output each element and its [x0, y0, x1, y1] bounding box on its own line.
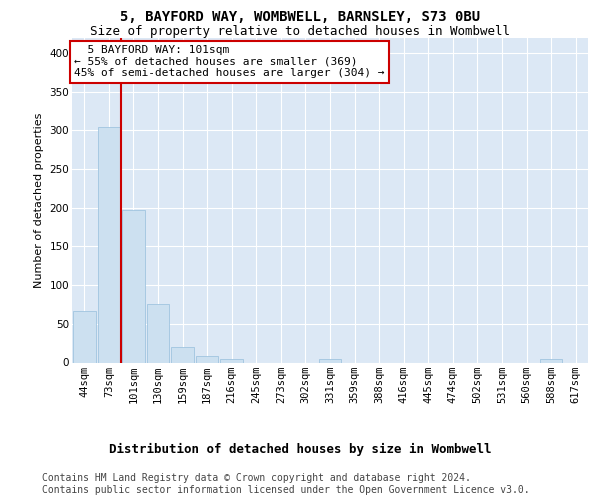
Text: Size of property relative to detached houses in Wombwell: Size of property relative to detached ho…	[90, 25, 510, 38]
Text: 5, BAYFORD WAY, WOMBWELL, BARNSLEY, S73 0BU: 5, BAYFORD WAY, WOMBWELL, BARNSLEY, S73 …	[120, 10, 480, 24]
Text: 5 BAYFORD WAY: 101sqm
← 55% of detached houses are smaller (369)
45% of semi-det: 5 BAYFORD WAY: 101sqm ← 55% of detached …	[74, 45, 385, 78]
Bar	[98, 128, 120, 362]
Bar	[196, 356, 218, 362]
Bar	[319, 358, 341, 362]
Bar	[73, 310, 95, 362]
Y-axis label: Number of detached properties: Number of detached properties	[34, 112, 44, 288]
Text: Distribution of detached houses by size in Wombwell: Distribution of detached houses by size …	[109, 442, 491, 456]
Bar	[220, 358, 243, 362]
Bar	[171, 347, 194, 362]
Bar	[122, 210, 145, 362]
Bar	[146, 304, 169, 362]
Bar	[540, 360, 562, 362]
Text: Contains HM Land Registry data © Crown copyright and database right 2024.
Contai: Contains HM Land Registry data © Crown c…	[42, 474, 530, 495]
